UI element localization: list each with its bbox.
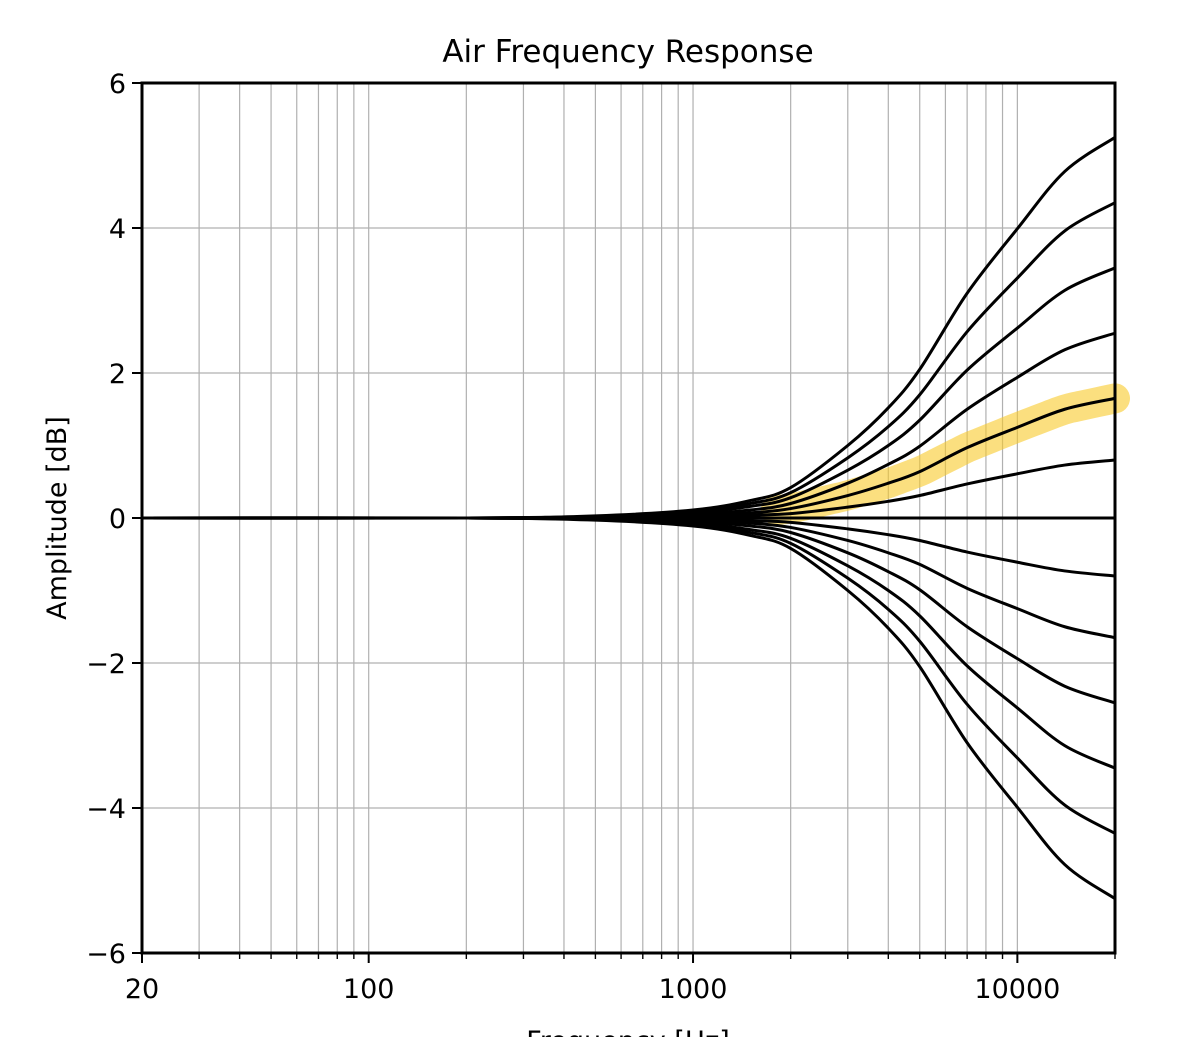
x-axis-label: Frequency [Hz] <box>526 1026 730 1037</box>
chart-title: Air Frequency Response <box>442 34 813 70</box>
y-axis-label: Amplitude [dB] <box>42 416 73 620</box>
x-tick-label: 10000 <box>974 974 1060 1005</box>
ticks: 20 100 1000 10000 −6 −4 −2 0 2 4 6 <box>86 69 1116 1005</box>
series-line <box>141 516 1116 640</box>
y-tick-label: −2 <box>86 649 126 680</box>
y-tick-label: −6 <box>86 939 126 970</box>
series-line <box>141 331 1116 520</box>
series-line <box>142 458 1116 520</box>
y-tick-label: −4 <box>86 794 126 825</box>
series-lines <box>141 136 1116 900</box>
series-line <box>141 516 1116 900</box>
series-line <box>141 516 1116 705</box>
x-tick-label: 20 <box>125 974 159 1005</box>
series-line <box>141 516 1116 835</box>
y-tick-label: 0 <box>109 504 126 535</box>
x-tick-label: 1000 <box>659 974 728 1005</box>
x-tick-label: 100 <box>343 974 395 1005</box>
series-line <box>141 201 1116 520</box>
y-tick-label: 6 <box>109 69 126 100</box>
series-line <box>141 516 1116 770</box>
series-line <box>141 266 1116 520</box>
y-tick-label: 4 <box>109 214 126 245</box>
series-line <box>142 516 1116 578</box>
y-tick-label: 2 <box>109 359 126 390</box>
